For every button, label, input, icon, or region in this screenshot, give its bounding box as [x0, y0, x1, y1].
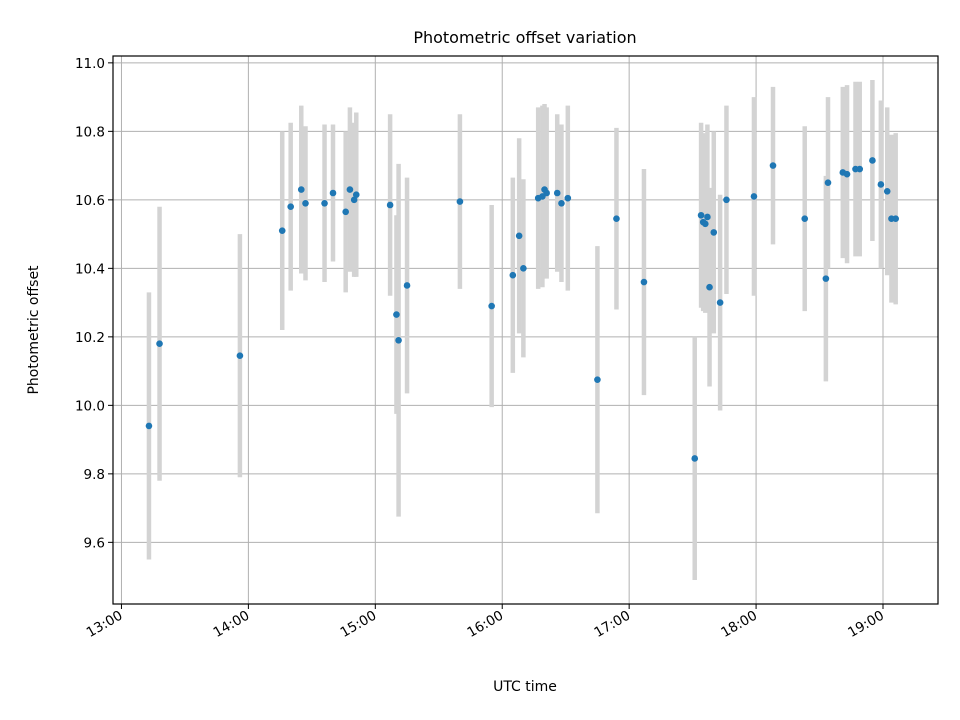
data-point	[558, 199, 565, 207]
data-point	[856, 165, 864, 173]
data-point	[297, 186, 305, 193]
data-point	[395, 336, 402, 344]
data-point	[801, 215, 809, 222]
plot-frame	[112, 55, 939, 605]
data-point	[515, 232, 523, 240]
data-point	[594, 376, 601, 383]
data-point	[321, 199, 328, 207]
data-point	[346, 186, 354, 193]
data-point	[352, 191, 360, 199]
data-point	[710, 229, 718, 236]
data-point	[706, 283, 713, 291]
y-tick-label: 9.8	[84, 467, 105, 483]
y-tick-label: 9.6	[84, 535, 105, 551]
data-point	[822, 275, 830, 282]
data-point	[553, 189, 561, 197]
data-point	[393, 311, 400, 318]
y-tick-label: 10.4	[75, 261, 105, 277]
data-point	[403, 282, 411, 289]
y-tick-label: 10.6	[75, 193, 105, 209]
y-axis-label: Photometric offset	[26, 265, 42, 395]
y-tick-label: 10.2	[75, 330, 105, 346]
data-point	[350, 196, 358, 204]
data-point	[278, 227, 286, 234]
data-point	[456, 198, 464, 205]
y-tick-label: 10.8	[75, 124, 105, 140]
data-point	[704, 213, 711, 221]
data-point	[640, 278, 648, 286]
data-point	[750, 193, 758, 200]
data-point	[723, 196, 730, 204]
data-points	[145, 157, 899, 462]
data-point	[509, 271, 517, 279]
data-point	[843, 170, 851, 178]
y-tick-label: 10.0	[75, 398, 105, 414]
data-point	[824, 179, 832, 187]
data-point	[869, 157, 876, 164]
data-point	[302, 199, 309, 207]
data-point	[156, 340, 163, 348]
data-point	[329, 189, 337, 197]
data-point	[892, 215, 899, 222]
data-point	[287, 203, 294, 210]
x-axis-label: UTC time	[493, 679, 557, 695]
data-point	[769, 162, 777, 169]
data-point	[613, 215, 620, 222]
data-point	[697, 211, 705, 219]
data-point	[488, 302, 495, 310]
data-point	[702, 220, 709, 228]
data-point	[564, 194, 572, 202]
data-point	[342, 208, 349, 216]
data-point	[883, 187, 891, 195]
data-point	[543, 189, 550, 197]
data-point	[145, 422, 153, 430]
y-tick-label: 11.0	[75, 56, 105, 72]
data-point	[716, 299, 724, 306]
data-point	[520, 265, 527, 272]
data-point	[691, 455, 699, 462]
data-point	[877, 181, 885, 188]
chart-title: Photometric offset variation	[413, 28, 636, 47]
data-point	[386, 201, 394, 209]
data-point	[236, 352, 244, 359]
